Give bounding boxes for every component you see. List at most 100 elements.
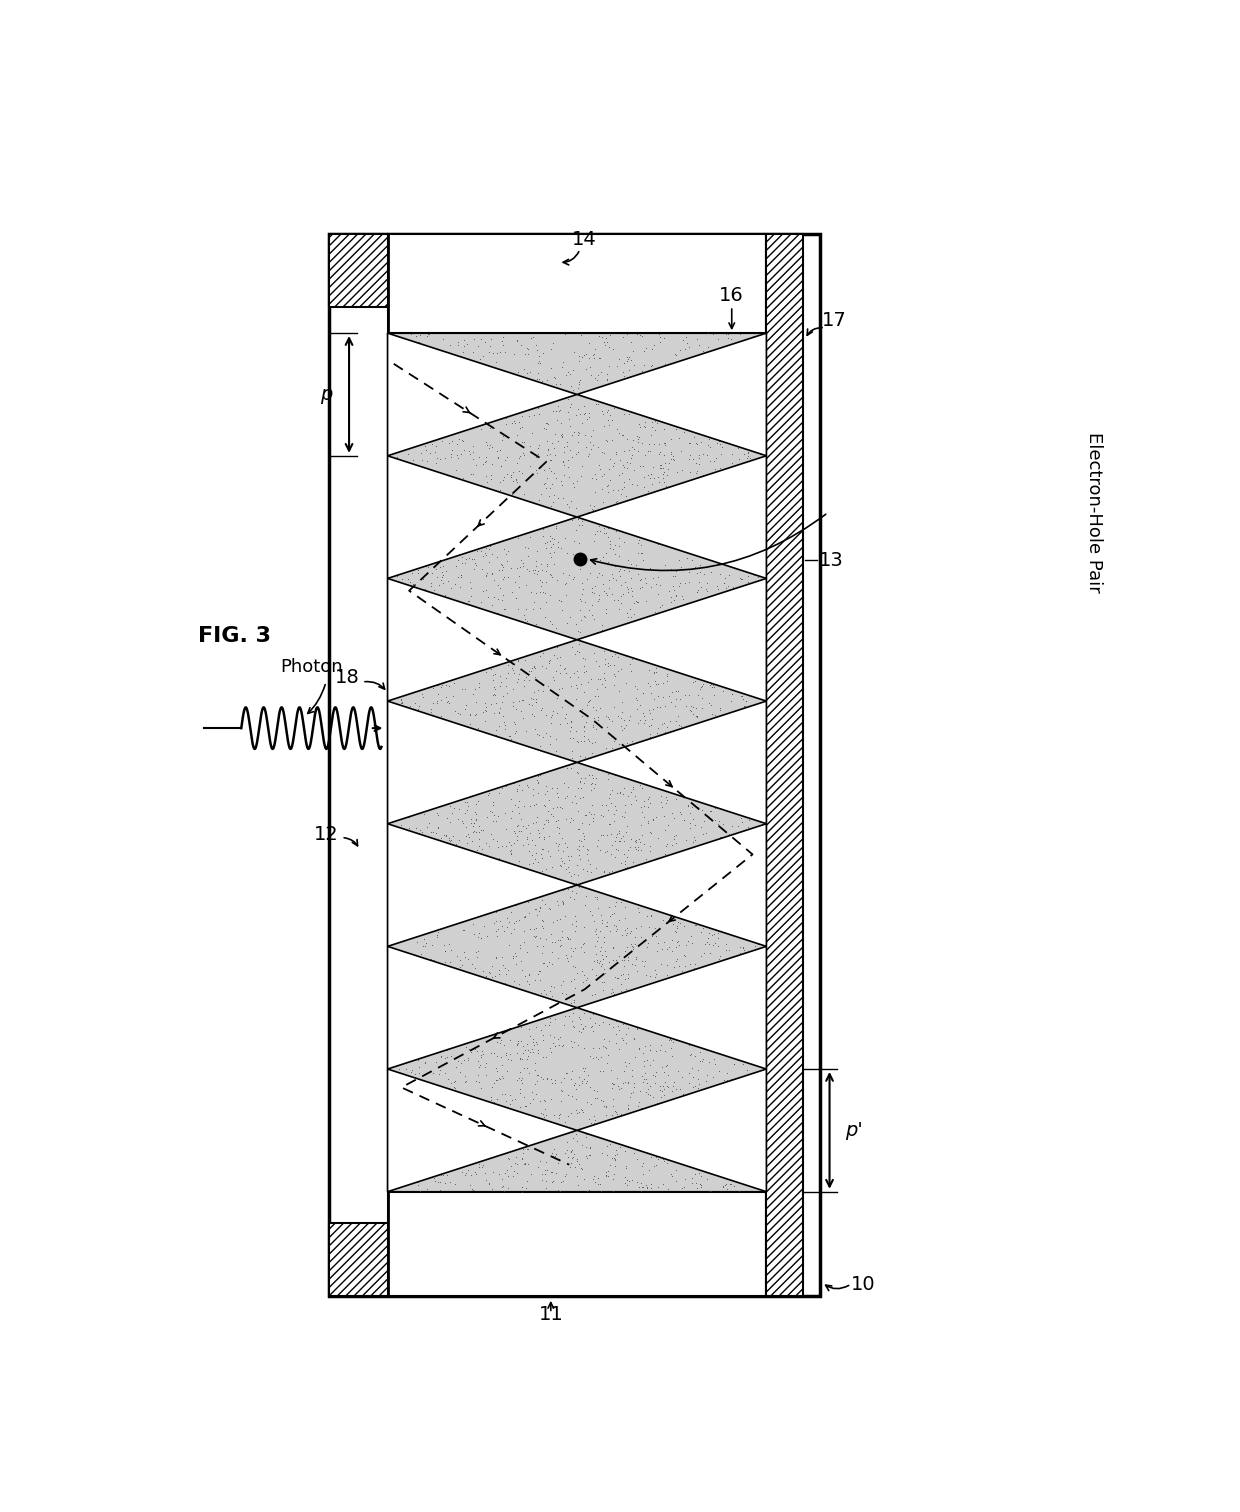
Point <box>583 1019 603 1043</box>
Point <box>479 1170 498 1194</box>
Point <box>498 565 518 590</box>
Point <box>689 395 709 419</box>
Point <box>717 974 737 998</box>
Point <box>542 499 562 523</box>
Point <box>629 590 649 614</box>
Point <box>616 345 636 369</box>
Point <box>668 650 688 674</box>
Point <box>694 933 714 957</box>
Point <box>591 1179 611 1204</box>
Point <box>645 668 665 692</box>
Point <box>715 429 735 454</box>
Point <box>529 644 549 668</box>
Point <box>410 777 430 801</box>
Point <box>642 611 662 635</box>
Point <box>546 930 565 954</box>
Point <box>673 328 693 352</box>
Point <box>434 380 454 404</box>
Point <box>678 888 698 912</box>
Point <box>591 803 611 827</box>
Point <box>627 863 647 888</box>
Point <box>387 1010 407 1034</box>
Point <box>645 1154 665 1178</box>
Point <box>738 445 758 469</box>
Point <box>428 631 448 655</box>
Point <box>745 555 765 579</box>
Point <box>579 764 599 788</box>
Point <box>501 727 521 751</box>
Point <box>412 641 432 665</box>
Point <box>448 906 467 930</box>
Point <box>568 761 588 785</box>
Point <box>719 1154 739 1178</box>
Point <box>636 1080 656 1104</box>
Point <box>463 815 482 839</box>
Point <box>383 361 403 386</box>
Point <box>476 924 496 948</box>
Point <box>444 1122 464 1146</box>
Point <box>613 360 632 384</box>
Point <box>680 448 699 472</box>
Point <box>748 971 768 995</box>
Point <box>428 859 448 883</box>
Point <box>456 694 476 718</box>
Point <box>508 742 528 767</box>
Point <box>412 962 432 986</box>
Point <box>405 691 425 715</box>
Point <box>618 838 637 862</box>
Point <box>547 702 567 726</box>
Point <box>707 1119 727 1143</box>
Point <box>634 954 653 978</box>
Point <box>614 948 634 972</box>
Point <box>591 934 611 959</box>
Point <box>398 721 418 745</box>
Point <box>691 677 711 702</box>
Point <box>403 448 423 472</box>
Point <box>417 626 436 650</box>
Point <box>692 767 712 791</box>
Point <box>409 792 429 816</box>
Point <box>750 909 770 933</box>
Point <box>508 375 528 399</box>
Point <box>383 529 403 553</box>
Point <box>590 1058 610 1083</box>
Point <box>698 543 718 567</box>
Point <box>505 1013 525 1037</box>
Point <box>649 1015 668 1039</box>
Point <box>495 801 515 826</box>
Point <box>484 868 503 892</box>
Point <box>667 375 687 399</box>
Point <box>684 411 704 435</box>
Point <box>554 771 574 795</box>
Point <box>539 950 559 974</box>
Point <box>492 558 512 582</box>
Point <box>528 1155 548 1179</box>
Point <box>569 531 589 555</box>
Point <box>729 1108 749 1132</box>
Point <box>739 472 759 496</box>
Point <box>511 818 531 842</box>
Point <box>737 948 756 972</box>
Point <box>419 1134 439 1158</box>
Point <box>448 1007 467 1031</box>
Point <box>704 754 724 779</box>
Point <box>611 889 631 913</box>
Point <box>413 682 433 706</box>
Point <box>574 1001 594 1025</box>
Point <box>484 367 503 392</box>
Point <box>727 496 746 520</box>
Point <box>618 1172 637 1196</box>
Point <box>583 466 603 490</box>
Point <box>614 423 634 448</box>
Point <box>471 1134 491 1158</box>
Point <box>661 556 681 581</box>
Point <box>476 1025 496 1049</box>
Point <box>401 476 420 500</box>
Point <box>459 824 479 848</box>
Point <box>614 782 634 806</box>
Point <box>587 699 606 723</box>
Point <box>686 913 706 937</box>
Point <box>397 333 417 357</box>
Point <box>740 508 760 532</box>
Point <box>583 579 603 603</box>
